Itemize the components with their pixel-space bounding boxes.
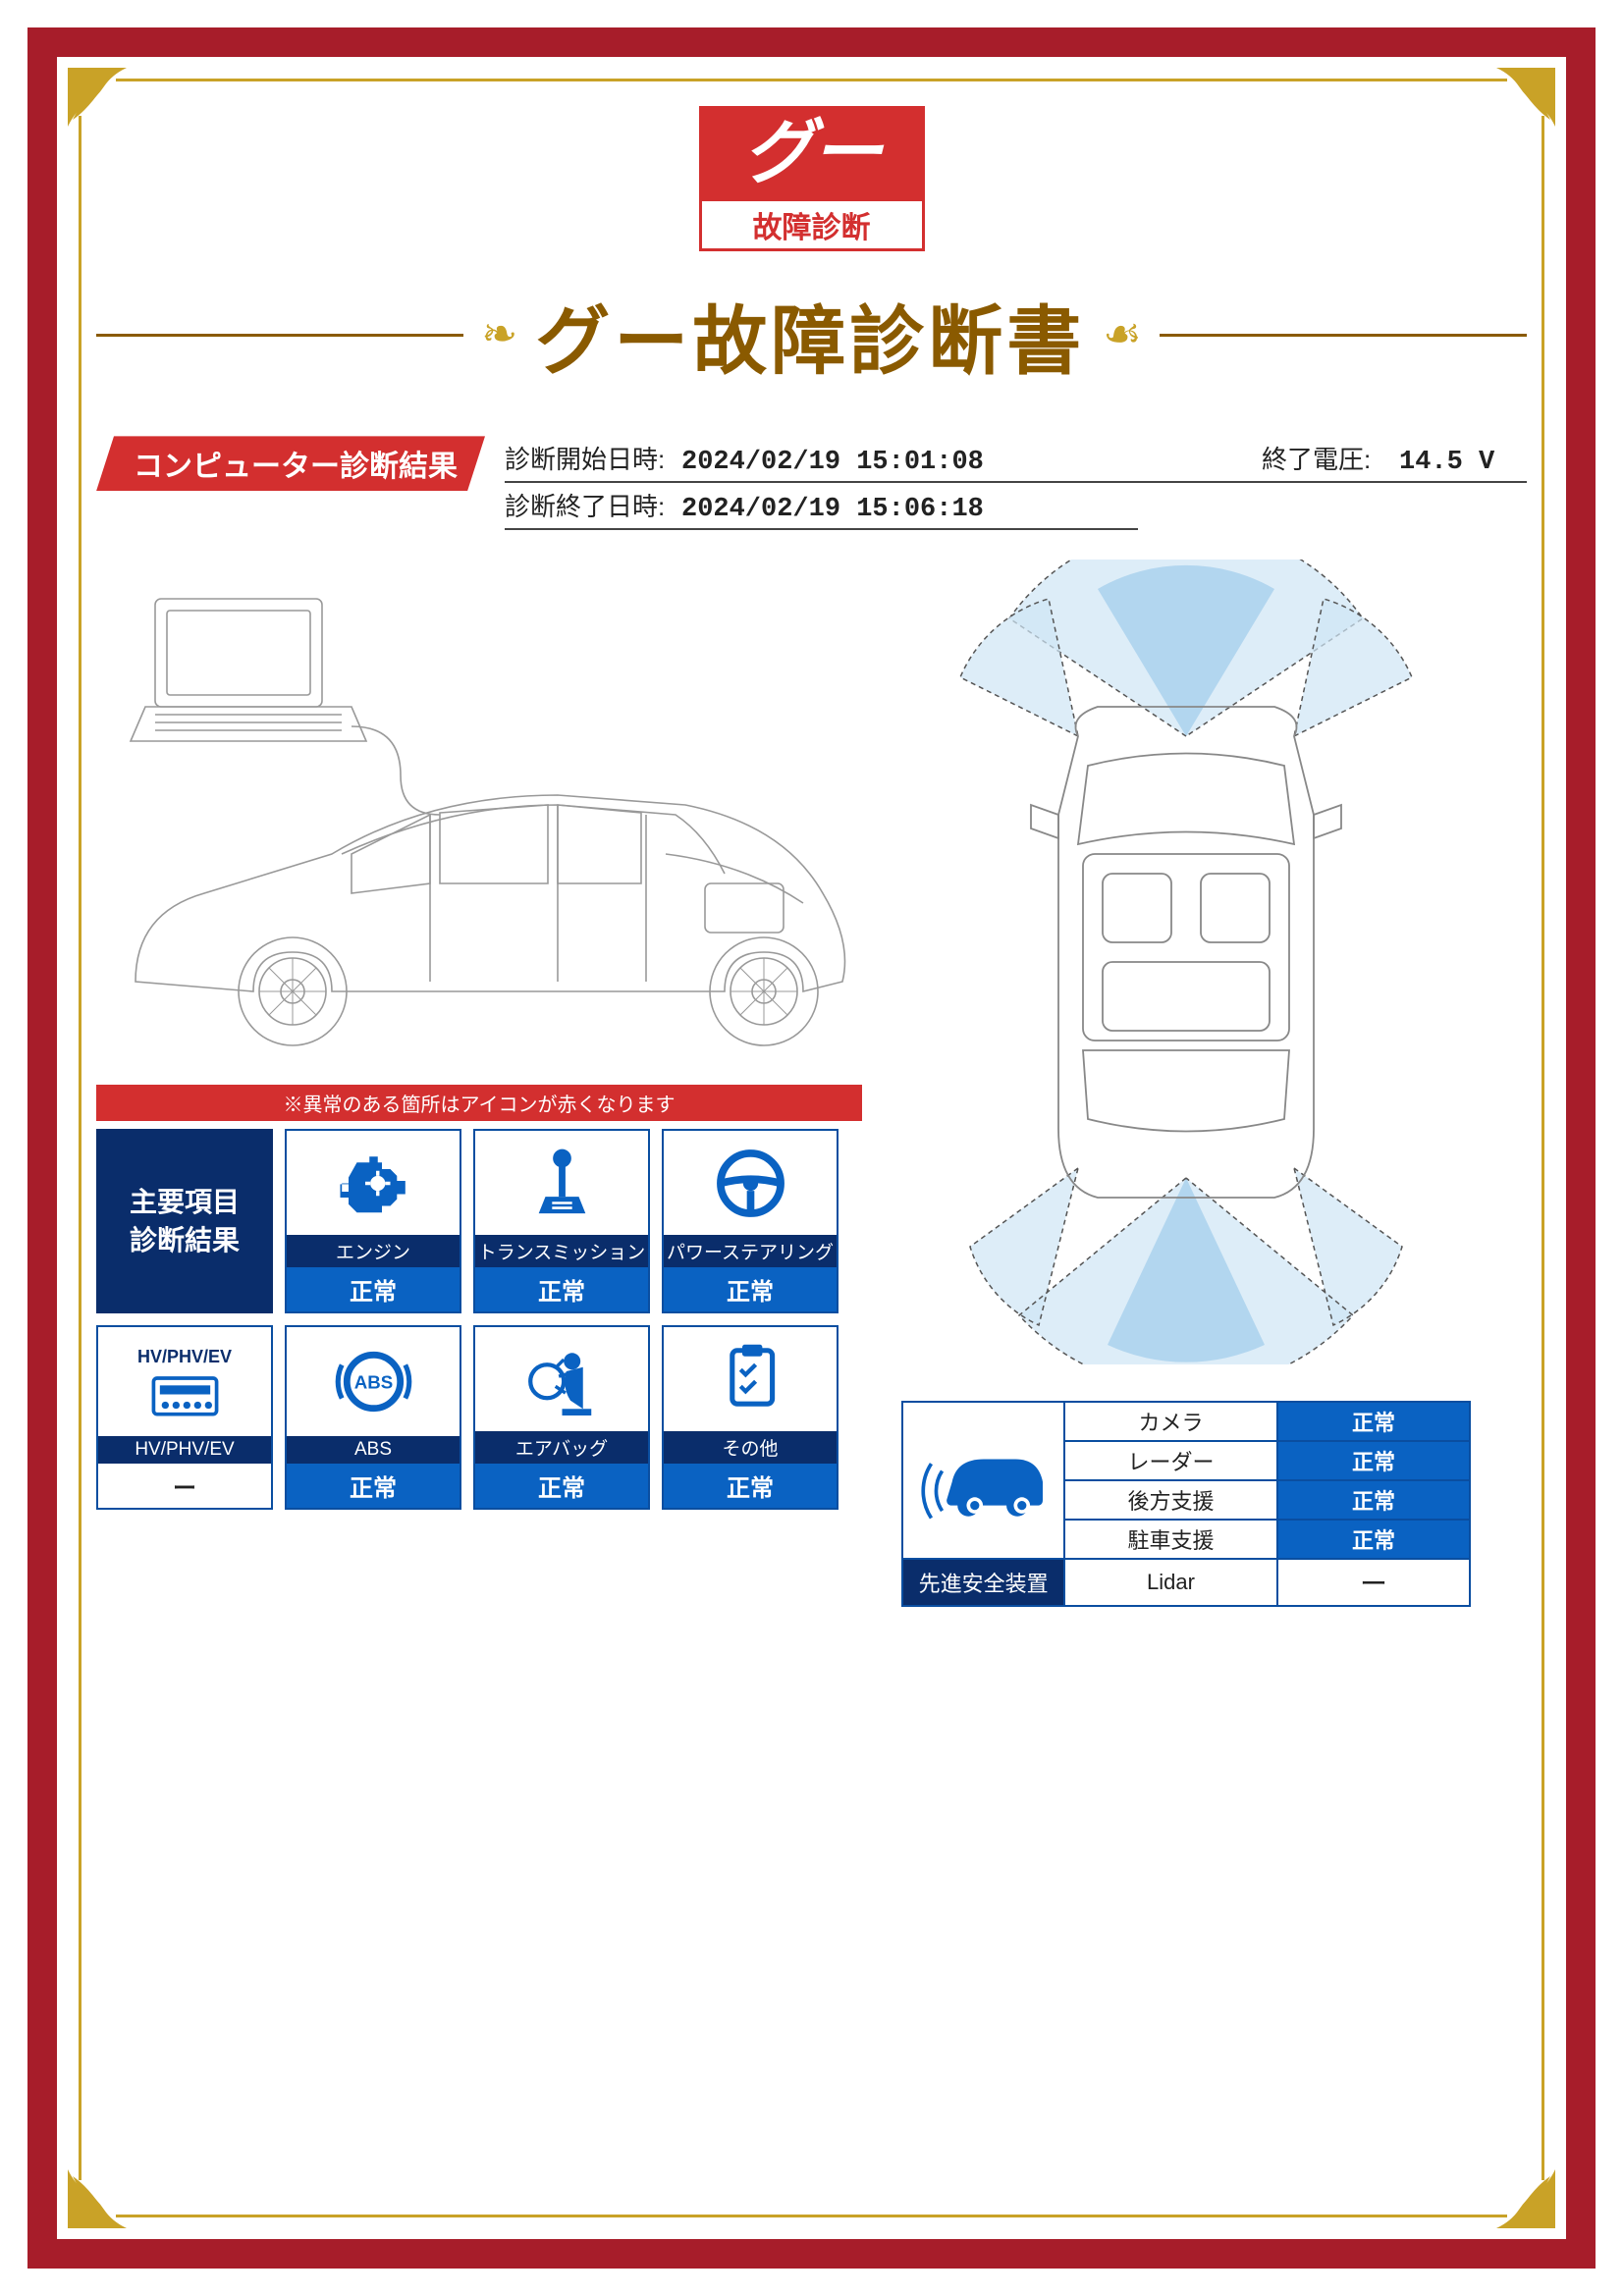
brand-logo-text: グー xyxy=(702,109,922,201)
meta-voltage-value: 14.5 V xyxy=(1399,448,1527,477)
diagram-right-column: カメラ正常レーダー正常後方支援正常駐車支援正常Lidarー先進安全装置 xyxy=(901,560,1471,1607)
title-flourish-left: ❧ xyxy=(481,313,517,356)
title-flourish-right: ☙ xyxy=(1103,313,1141,356)
car-top-sensor-diagram xyxy=(901,560,1471,1364)
diag-card-abs: ABS ABS 正常 xyxy=(285,1325,461,1510)
gold-rule-top xyxy=(116,79,1507,81)
diagram-area: ※異常のある箇所はアイコンが赤くなります 主要項目 診断結果 エンジン xyxy=(96,560,1527,1607)
diag-status-other: 正常 xyxy=(664,1464,837,1508)
diag-label-abs: ABS xyxy=(287,1436,460,1464)
diag-label-hv: HV/PHV/EV xyxy=(98,1436,271,1464)
gold-rule-left xyxy=(79,116,81,2180)
certificate-inner-page: グー 故障診断 ❧ グー故障診断書 ☙ コンピューター診断結果 診断開始日時: … xyxy=(57,57,1566,2239)
document-title: グー故障診断書 xyxy=(535,281,1085,389)
svg-text:ABS: ABS xyxy=(353,1372,392,1393)
meta-voltage-label: 終了電圧: xyxy=(1262,440,1389,476)
main-header-line2: 診断結果 xyxy=(130,1221,240,1259)
meta-end-value: 2024/02/19 15:06:18 xyxy=(681,495,1138,524)
meta-line-2: 診断終了日時: 2024/02/19 15:06:18 xyxy=(505,483,1138,530)
section-badge: コンピューター診断結果 xyxy=(96,436,485,491)
diag-card-airbag: エアバッグ 正常 xyxy=(473,1325,650,1510)
safety-label: 駐車支援 xyxy=(1064,1520,1277,1559)
car-side-diagram xyxy=(96,560,862,1070)
diag-card-other: その他 正常 xyxy=(662,1325,839,1510)
other-icon xyxy=(664,1327,837,1431)
diag-label-other: その他 xyxy=(664,1431,837,1464)
meta-start-value: 2024/02/19 15:01:08 xyxy=(681,448,1252,477)
safety-header: 先進安全装置 xyxy=(902,1559,1064,1606)
diag-status-abs: 正常 xyxy=(287,1464,460,1508)
meta-end-label: 診断終了日時: xyxy=(505,487,672,523)
main-header-card: 主要項目 診断結果 xyxy=(96,1129,273,1313)
meta-block: 診断開始日時: 2024/02/19 15:01:08 終了電圧: 14.5 V… xyxy=(505,436,1527,530)
diag-card-steering: パワーステアリング 正常 xyxy=(662,1129,839,1313)
abs-icon: ABS xyxy=(287,1327,460,1436)
safety-row: カメラ正常 xyxy=(902,1402,1470,1441)
title-rule-right xyxy=(1160,334,1527,337)
diagram-left-column: ※異常のある箇所はアイコンが赤くなります 主要項目 診断結果 エンジン xyxy=(96,560,862,1510)
diag-status-airbag: 正常 xyxy=(475,1464,648,1508)
title-rule-left xyxy=(96,334,463,337)
safety-status: 正常 xyxy=(1277,1402,1470,1441)
main-header-line1: 主要項目 xyxy=(130,1183,240,1221)
safety-label: 後方支援 xyxy=(1064,1480,1277,1520)
meta-start-label: 診断開始日時: xyxy=(505,440,672,476)
meta-line-1: 診断開始日時: 2024/02/19 15:01:08 終了電圧: 14.5 V xyxy=(505,436,1527,483)
hv-icon xyxy=(138,1367,232,1421)
steering-icon xyxy=(664,1131,837,1235)
content-area: グー 故障診断 ❧ グー故障診断書 ☙ コンピューター診断結果 診断開始日時: … xyxy=(96,106,1527,2190)
diag-status-steering: 正常 xyxy=(664,1267,837,1311)
safety-status: 正常 xyxy=(1277,1441,1470,1480)
diagnosis-grid-row1: 主要項目 診断結果 エンジン 正常 xyxy=(96,1129,862,1313)
diag-card-engine: エンジン 正常 xyxy=(285,1129,461,1313)
diag-status-hv: ー xyxy=(98,1464,271,1508)
safety-status: 正常 xyxy=(1277,1480,1470,1520)
safety-label: Lidar xyxy=(1064,1559,1277,1606)
safety-label: レーダー xyxy=(1064,1441,1277,1480)
diag-label-airbag: エアバッグ xyxy=(475,1431,648,1464)
document-title-row: ❧ グー故障診断書 ☙ xyxy=(96,281,1527,389)
diag-status-engine: 正常 xyxy=(287,1267,460,1311)
section-header-row: コンピューター診断結果 診断開始日時: 2024/02/19 15:01:08 … xyxy=(96,436,1527,530)
safety-status: ー xyxy=(1277,1559,1470,1606)
diag-card-hv: HV/PHV/EV HV/PHV/EV ー xyxy=(96,1325,273,1510)
safety-label: カメラ xyxy=(1064,1402,1277,1441)
diag-card-transmission: トランスミッション 正常 xyxy=(473,1129,650,1313)
note-bar: ※異常のある箇所はアイコンが赤くなります xyxy=(96,1085,862,1121)
safety-status: 正常 xyxy=(1277,1520,1470,1559)
diag-status-transmission: 正常 xyxy=(475,1267,648,1311)
hv-top-label: HV/PHV/EV xyxy=(137,1343,232,1367)
brand-logo-sublabel: 故障診断 xyxy=(702,201,922,248)
gold-rule-bottom xyxy=(116,2215,1507,2217)
diag-label-steering: パワーステアリング xyxy=(664,1235,837,1267)
transmission-icon xyxy=(475,1131,648,1235)
airbag-icon xyxy=(475,1327,648,1431)
safety-icon-cell xyxy=(902,1402,1064,1559)
engine-icon xyxy=(287,1131,460,1235)
diag-label-engine: エンジン xyxy=(287,1235,460,1267)
safety-table: カメラ正常レーダー正常後方支援正常駐車支援正常Lidarー先進安全装置 xyxy=(901,1401,1471,1607)
diagnosis-grid-row2: HV/PHV/EV HV/PHV/EV ー ABS ABS 正常 xyxy=(96,1325,862,1510)
brand-logo: グー 故障診断 xyxy=(699,106,925,251)
gold-rule-right xyxy=(1542,116,1544,2180)
diag-label-transmission: トランスミッション xyxy=(475,1235,648,1267)
